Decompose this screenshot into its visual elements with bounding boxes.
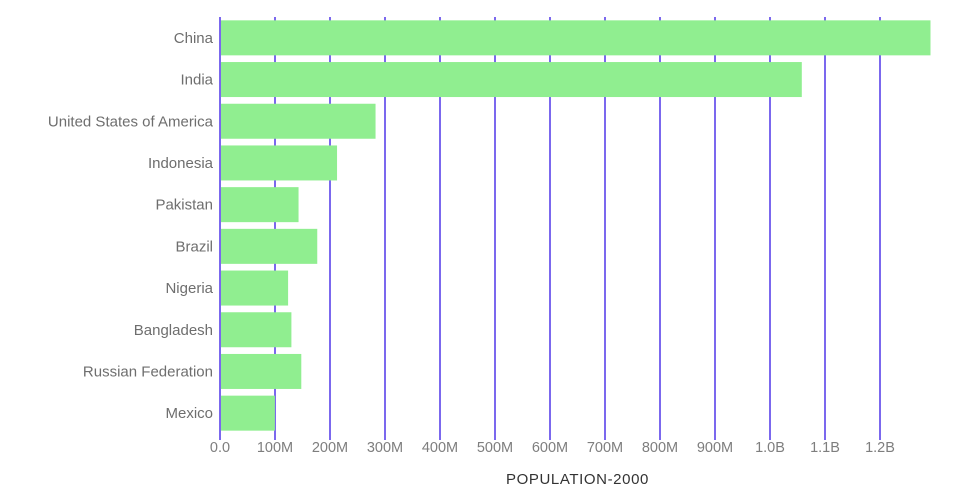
bar: [221, 20, 931, 56]
x-tick-label: 800M: [642, 440, 678, 456]
x-tick-label: 200M: [312, 440, 348, 456]
x-tick-label: 300M: [367, 440, 403, 456]
bar: [221, 353, 302, 389]
category-label: Nigeria: [165, 280, 213, 297]
x-tick-label: 1.1B: [810, 440, 840, 456]
category-label: Russian Federation: [83, 363, 213, 380]
bar: [221, 312, 292, 348]
bar: [221, 145, 338, 181]
category-label: India: [180, 72, 213, 89]
x-tick-label: 600M: [532, 440, 568, 456]
category-label: Brazil: [175, 238, 213, 255]
x-tick-label: 900M: [697, 440, 733, 456]
x-tick-label: 500M: [477, 440, 513, 456]
bar: [221, 270, 289, 306]
bar: [221, 187, 299, 223]
x-tick-label: 0.0: [210, 440, 230, 456]
x-tick-label: 1.2B: [865, 440, 895, 456]
category-label: Bangladesh: [134, 322, 213, 339]
category-label: Indonesia: [148, 155, 214, 172]
x-tick-label: 400M: [422, 440, 458, 456]
category-label: Mexico: [165, 405, 213, 422]
category-label: China: [174, 30, 214, 47]
bar: [221, 395, 275, 431]
x-tick-label: 1.0B: [755, 440, 785, 456]
x-tick-label: 100M: [257, 440, 293, 456]
category-label: Pakistan: [155, 197, 213, 214]
x-tick-label: 700M: [587, 440, 623, 456]
category-label: United States of America: [48, 113, 214, 130]
bar: [221, 62, 802, 98]
x-axis-title: POPULATION-2000: [506, 471, 649, 488]
bar: [221, 103, 376, 139]
bar: [221, 228, 318, 264]
